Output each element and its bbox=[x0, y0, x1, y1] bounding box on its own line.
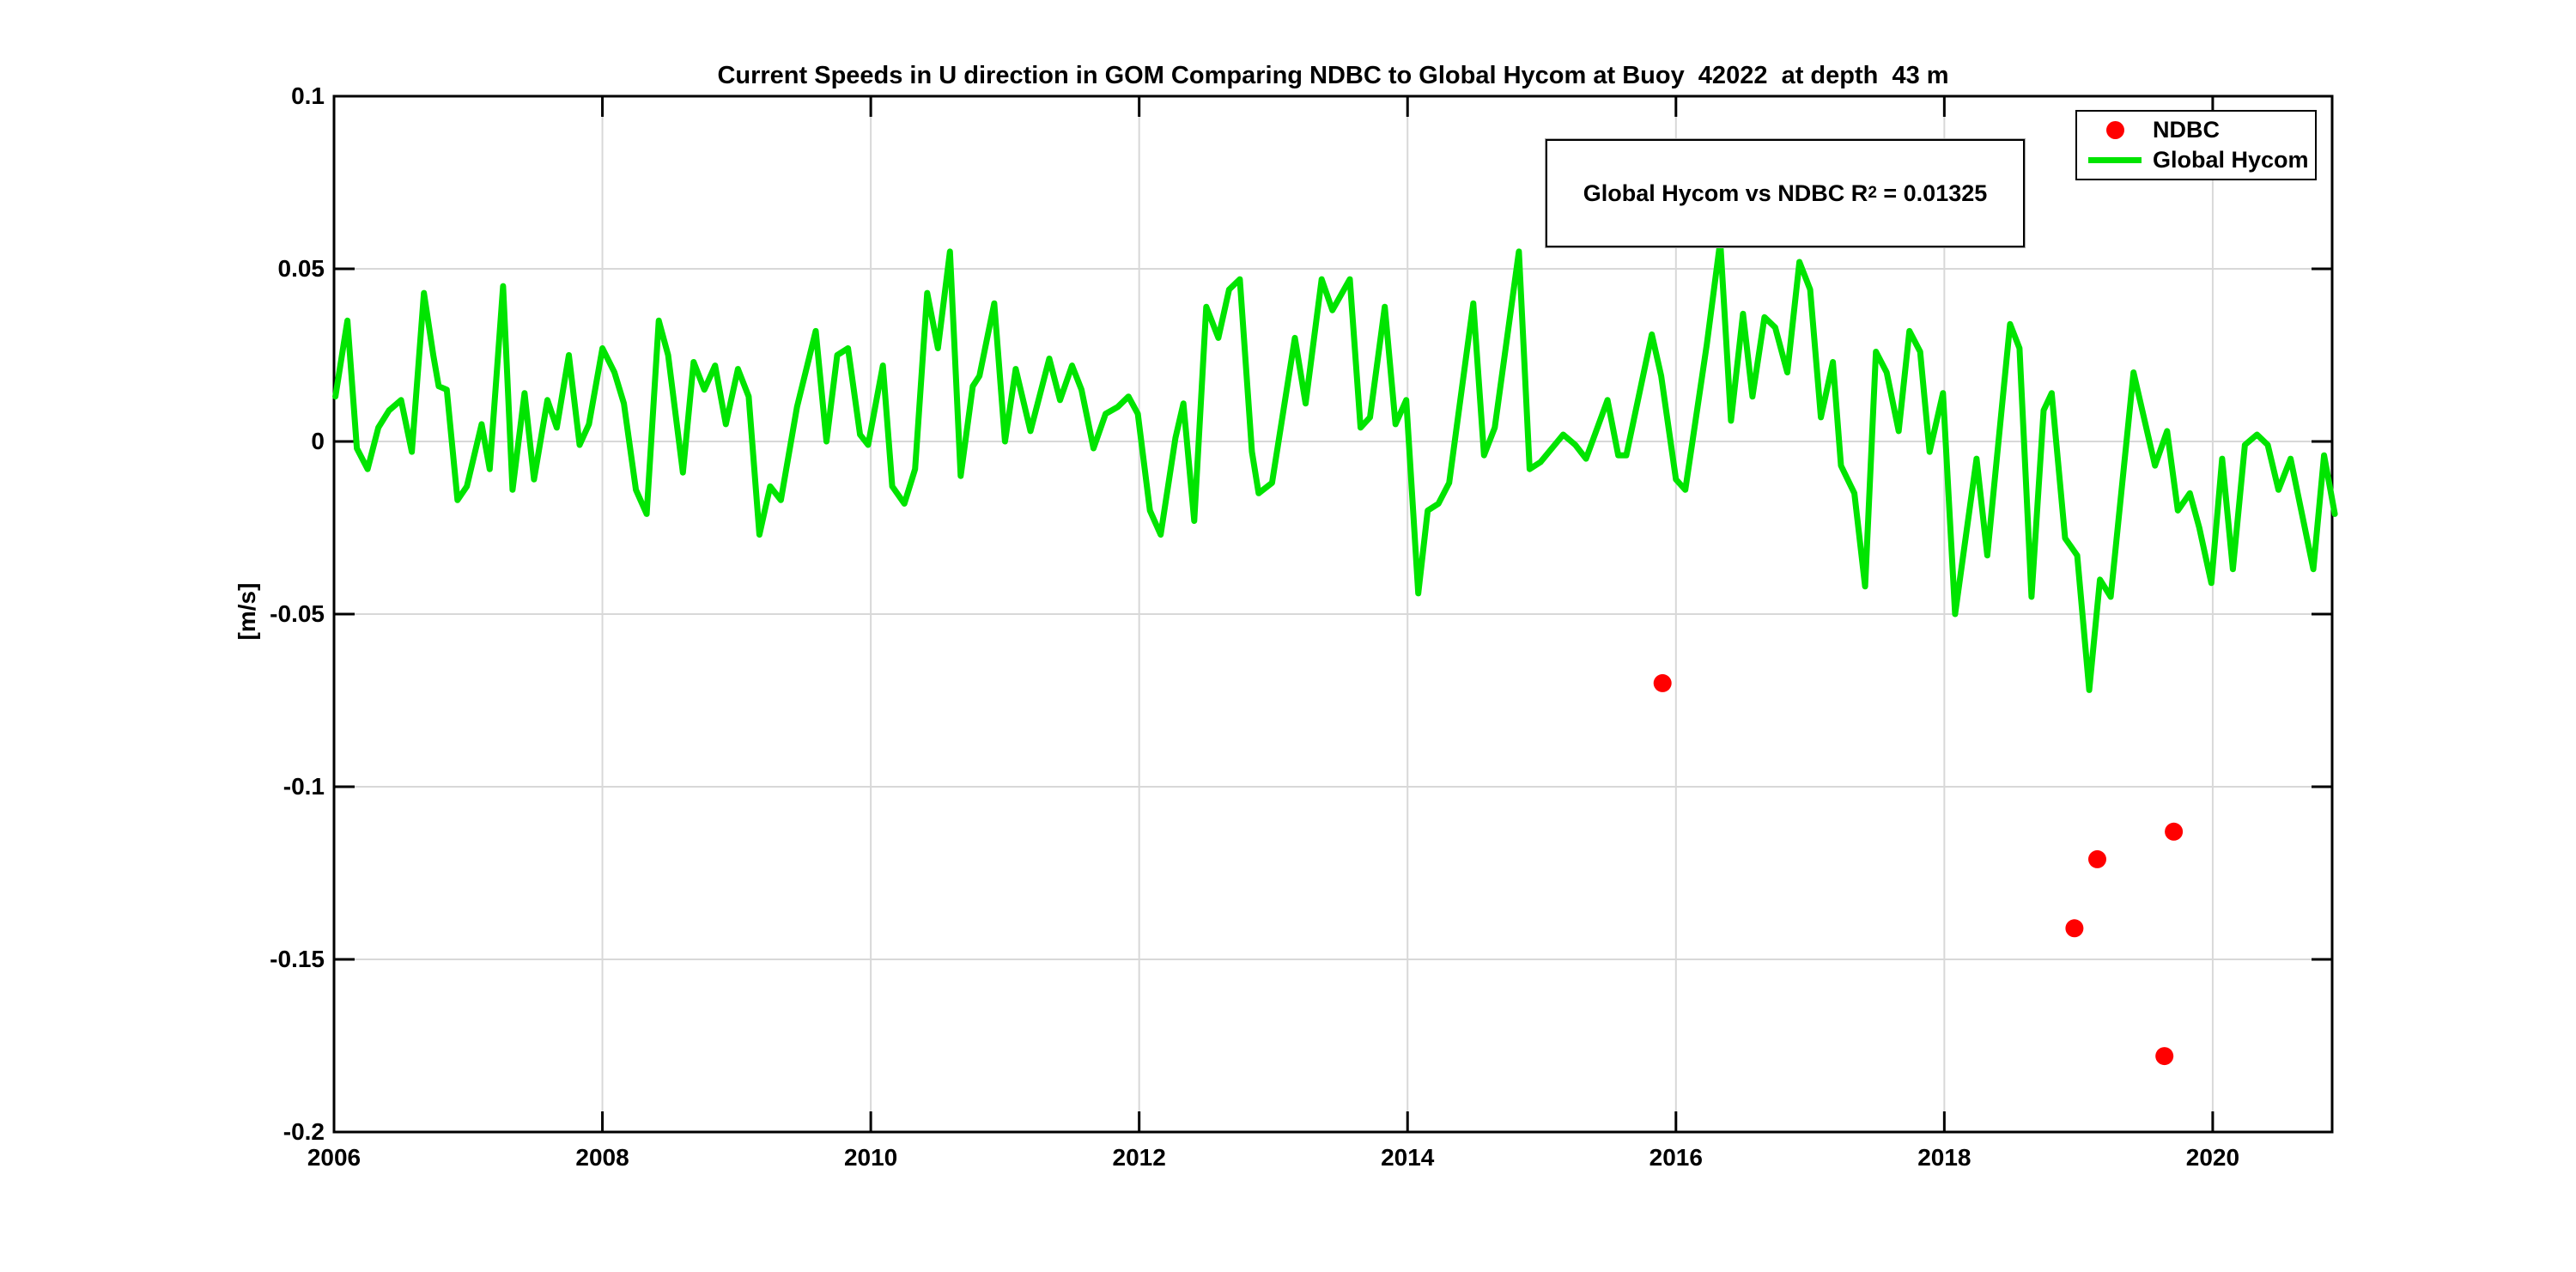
x-tick-label: 2006 bbox=[307, 1144, 361, 1171]
ndbc-data-point bbox=[2165, 822, 2184, 841]
y-tick-label: -0.1 bbox=[283, 773, 325, 800]
legend-label-global-hycom: Global Hycom bbox=[2153, 146, 2309, 173]
x-tick-label: 2020 bbox=[2185, 1144, 2240, 1171]
global-hycom-line-icon bbox=[2088, 156, 2142, 163]
chart-title: Current Speeds in U direction in GOM Com… bbox=[717, 62, 1949, 89]
y-tick-label: -0.05 bbox=[270, 600, 325, 627]
x-tick-label: 2014 bbox=[1381, 1144, 1435, 1171]
ndbc-data-point bbox=[1653, 673, 1672, 692]
ndbc-data-point bbox=[2088, 849, 2106, 868]
y-tick-label: -0.2 bbox=[283, 1118, 325, 1145]
y-tick-label: 0 bbox=[311, 428, 325, 454]
ndbc-data-point bbox=[2155, 1047, 2174, 1066]
legend-label-ndbc: NDBC bbox=[2153, 117, 2220, 143]
x-tick-label: 2018 bbox=[1917, 1144, 1971, 1171]
x-tick-label: 2016 bbox=[1649, 1144, 1703, 1171]
legend: NDBC Global Hycom bbox=[2075, 110, 2317, 180]
x-tick-label: 2010 bbox=[843, 1144, 898, 1171]
ndbc-data-point bbox=[2065, 919, 2084, 938]
legend-entry-ndbc: NDBC bbox=[2084, 116, 2315, 145]
axes-border bbox=[332, 94, 2334, 1134]
y-tick-label: 0.1 bbox=[291, 82, 325, 109]
legend-marker-cell bbox=[2084, 121, 2146, 140]
legend-marker-cell bbox=[2084, 156, 2146, 163]
x-tick-label: 2012 bbox=[1112, 1144, 1166, 1171]
y-tick-label: -0.15 bbox=[270, 946, 325, 972]
y-tick-label: 0.05 bbox=[277, 255, 325, 282]
global-hycom-line bbox=[332, 238, 2338, 693]
ndbc-dot-icon bbox=[2105, 121, 2124, 140]
x-tick-label: 2008 bbox=[575, 1144, 629, 1171]
legend-entry-global-hycom: Global Hycom bbox=[2084, 145, 2315, 174]
annotation-text: Global Hycom vs NDBC R bbox=[1583, 180, 1868, 206]
annotation-value: = 0.01325 bbox=[1876, 180, 1988, 206]
